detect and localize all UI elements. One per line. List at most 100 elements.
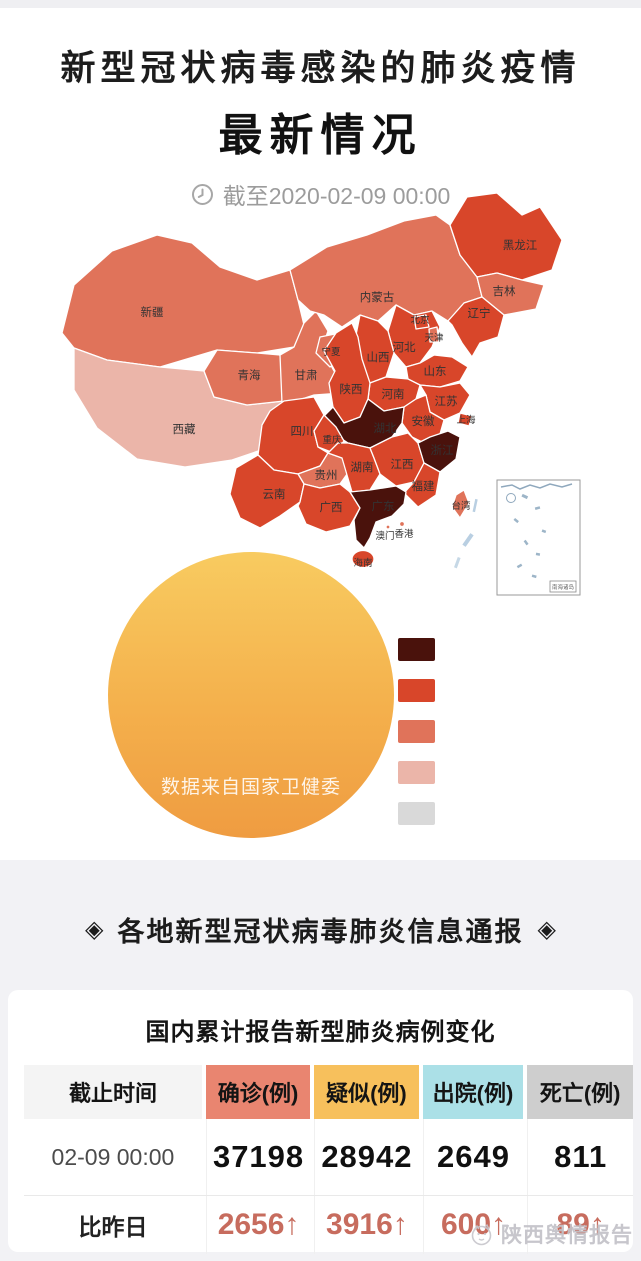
map-legend [398, 638, 451, 843]
timestamp-row: 截至2020-02-09 00:00 [0, 177, 641, 211]
summary-row [144, 637, 358, 678]
legend-swatch [398, 638, 435, 661]
summary-row [144, 719, 358, 760]
table-title: 国内累计报告新型肺炎病例变化 [145, 1019, 496, 1046]
legend-item [398, 638, 451, 661]
province-label: 澳门 [375, 530, 394, 542]
province-label: 青海 [238, 368, 261, 382]
province-label: 海南 [353, 557, 372, 569]
report-band: ◈ 各地新型冠状病毒肺炎信息通报 ◈ 国内累计报告新型肺炎病例变化 截止时间 确诊… [0, 860, 641, 1261]
legend-item [398, 679, 451, 702]
table-column-header: 截止时间 [24, 1065, 202, 1119]
table-cell: 37198 [205, 1119, 310, 1195]
province-label: 四川 [291, 425, 314, 438]
province-label: 新疆 [141, 305, 164, 319]
china-map: 南海诸岛 新疆 西藏 青海 甘肃 宁夏 内蒙古 黑龙江 吉林 辽宁 河北 北京 天津 山西 山东 河南 陕西江… [52, 185, 632, 615]
province-云南 [229, 454, 305, 529]
diamond-icon: ◈ [85, 916, 104, 943]
table-cell: 2656↑ [205, 1196, 310, 1254]
province-台湾 [451, 489, 470, 519]
table-cell: 600↑ [422, 1196, 524, 1254]
province-label: 香港 [394, 528, 414, 540]
province-label: 甘肃 [295, 369, 318, 382]
diamond-icon: ◈ [537, 916, 556, 943]
summary-circle: 数据来自国家卫健委 [108, 552, 394, 838]
province-label: 江西 [391, 458, 414, 471]
province-广东 [349, 485, 407, 549]
sea-marks [454, 498, 478, 569]
province-青海 [203, 349, 285, 406]
legend-swatch [398, 679, 435, 702]
page-title-line2: 最新情况 [218, 111, 423, 160]
page-title-line1: 新型冠状病毒感染的肺炎疫情 [60, 49, 581, 88]
table-column-header: 确诊(例) [205, 1065, 311, 1119]
province-澳门 [385, 524, 391, 530]
table-row-label: 比昨日 [78, 1214, 148, 1240]
province-label: 西藏 [173, 423, 196, 436]
legend-item [398, 761, 451, 784]
legend-item [398, 720, 451, 743]
province-label: 山西 [367, 351, 390, 364]
province-label: 广西 [320, 501, 343, 514]
province-label: 上海 [456, 414, 476, 426]
province-黑龙江 [449, 192, 563, 281]
row-divider [24, 1195, 633, 1196]
summary-row [144, 596, 358, 637]
watermark-text: 陕西舆情报告 [501, 1224, 633, 1247]
section-title: 各地新型冠状病毒肺炎信息通报 [117, 917, 524, 947]
province-label: 辽宁 [468, 306, 491, 320]
province-上海 [457, 412, 473, 427]
province-天津 [428, 326, 440, 343]
legend-item [398, 802, 451, 825]
province-label: 北京 [410, 314, 429, 326]
watermark-logo-icon [471, 1223, 492, 1245]
table-column-header: 出院(例) [422, 1065, 524, 1119]
province-label: 河南 [382, 387, 405, 401]
province-安徽 [401, 394, 445, 445]
province-shapes [61, 192, 563, 569]
hero-section: 新型冠状病毒感染的肺炎疫情 最新情况 截至2020-02-09 00:00 [0, 8, 641, 860]
province-label: 山东 [424, 365, 447, 378]
table-cell: 28942 [314, 1119, 418, 1195]
province-浙江 [417, 430, 461, 473]
province-label: 湖北 [374, 421, 397, 435]
watermark: 陕西舆情报告 [468, 1219, 633, 1249]
clock-icon [191, 183, 213, 205]
table-cell: 3916↑ [314, 1196, 418, 1254]
province-广西 [297, 483, 361, 533]
province-label: 天津 [424, 333, 444, 344]
top-strip [0, 0, 641, 8]
province-label: 宁夏 [321, 346, 341, 358]
table-cell: 811 [527, 1119, 633, 1195]
province-label: 广东 [372, 500, 395, 513]
section-title-row: ◈ 各地新型冠状病毒肺炎信息通报 ◈ [0, 860, 641, 949]
summary-source: 数据来自国家卫健委 [160, 777, 341, 798]
province-label: 吉林 [493, 284, 516, 298]
province-海南 [351, 549, 375, 569]
table-card: 国内累计报告新型肺炎病例变化 截止时间 确诊(例) 疑似(例) 出院(例) 死亡(例) 0… [8, 990, 633, 1254]
province-label: 湖南 [351, 460, 374, 474]
timestamp-text: 截至2020-02-09 00:00 [222, 183, 451, 209]
cases-table: 截止时间 确诊(例) 疑似(例) 出院(例) 死亡(例) 02-09 00:00 37198… [24, 1065, 633, 1254]
province-新疆 [61, 234, 305, 368]
summary-row [144, 678, 358, 719]
table-column-header: 疑似(例) [314, 1065, 419, 1119]
inset-label: 南海诸岛 [552, 583, 575, 591]
province-label: 内蒙古 [360, 290, 395, 304]
table-column-header: 死亡(例) [527, 1065, 633, 1119]
province-label: 黑龙江 [503, 239, 538, 252]
table-cell: 2649 [422, 1119, 524, 1195]
province-label: 浙江 [431, 444, 454, 457]
province-香港 [398, 520, 406, 528]
province-北京 [413, 314, 430, 330]
legend-swatch [398, 802, 435, 825]
province-辽宁 [447, 296, 505, 358]
province-label: 云南 [263, 487, 286, 501]
province-label: 陕西 [340, 382, 363, 396]
province-label: 江苏 [435, 395, 458, 408]
legend-swatch [398, 761, 435, 784]
province-label: 安徽 [412, 414, 435, 428]
province-label: 重庆 [322, 434, 342, 446]
